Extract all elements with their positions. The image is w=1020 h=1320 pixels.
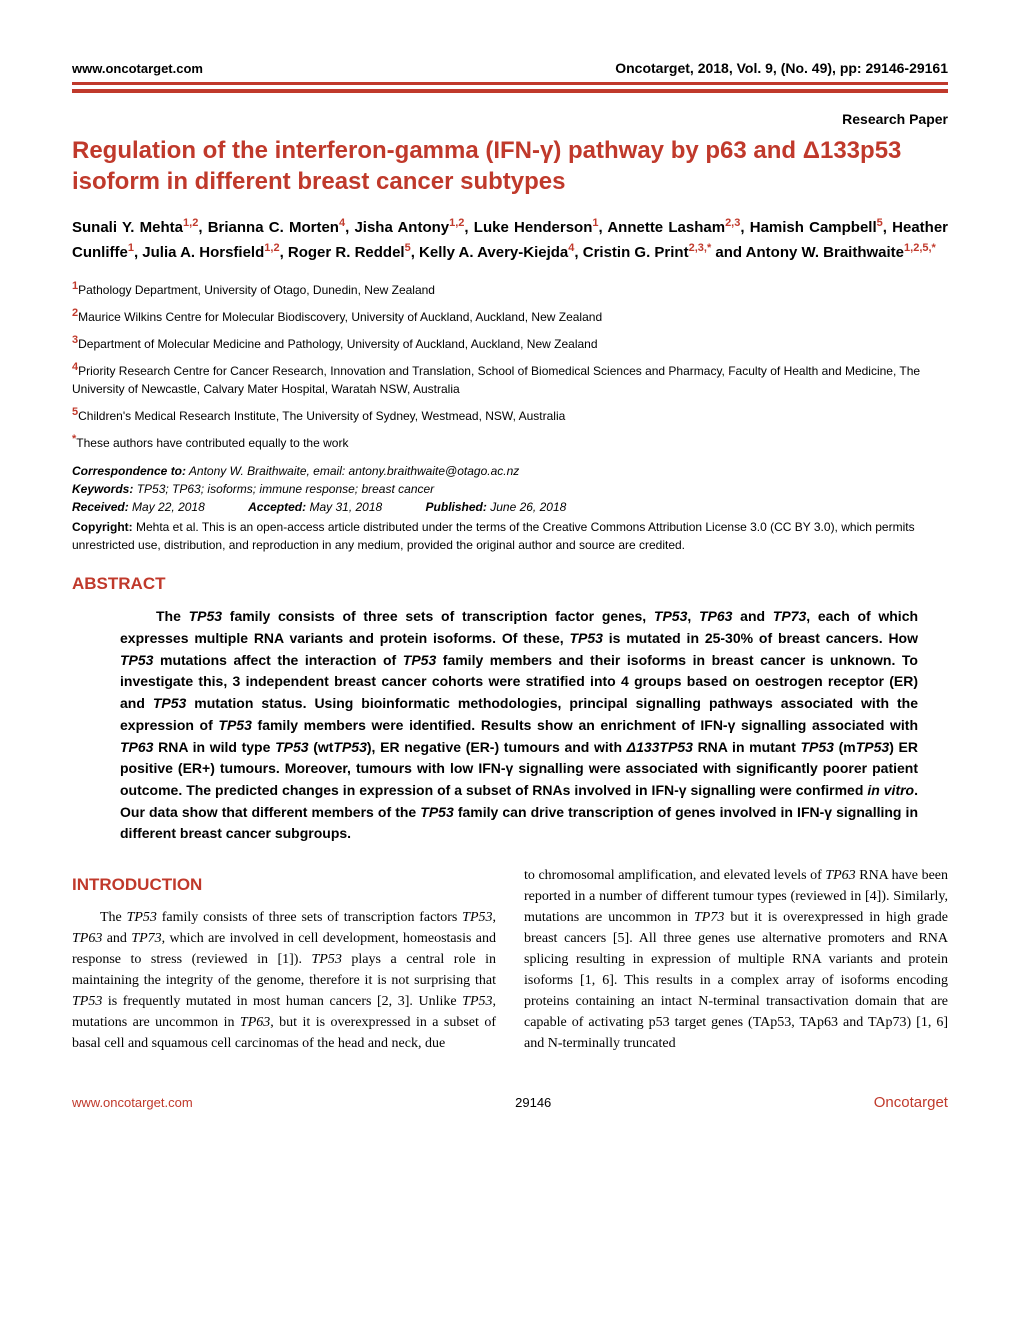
- paper-title: Regulation of the interferon-gamma (IFN-…: [72, 135, 948, 197]
- footer-page-number: 29146: [515, 1095, 551, 1110]
- intro-heading: INTRODUCTION: [72, 875, 496, 895]
- paper-type: Research Paper: [72, 111, 948, 127]
- affiliation: 1Pathology Department, University of Ota…: [72, 278, 948, 299]
- intro-col-right: to chromosomal amplification, and elevat…: [524, 865, 948, 1054]
- affiliation: 3Department of Molecular Medicine and Pa…: [72, 332, 948, 353]
- correspondence-line: Correspondence to: Antony W. Braithwaite…: [72, 464, 948, 478]
- accent-bar: [72, 89, 948, 93]
- intro-columns: INTRODUCTION The TP53 family consists of…: [72, 865, 948, 1054]
- page-container: www.oncotarget.com Oncotarget, 2018, Vol…: [0, 0, 1020, 1151]
- copyright-line: Copyright: Mehta et al. This is an open-…: [72, 518, 948, 554]
- intro-text-left: The TP53 family consists of three sets o…: [72, 907, 496, 1054]
- affiliation: *These authors have contributed equally …: [72, 431, 948, 452]
- abstract-heading: ABSTRACT: [72, 574, 948, 594]
- affiliation: 4Priority Research Centre for Cancer Res…: [72, 359, 948, 398]
- abstract-text: The TP53 family consists of three sets o…: [120, 606, 918, 845]
- footer-journal: Oncotarget: [874, 1094, 948, 1111]
- affiliation: 5Children's Medical Research Institute, …: [72, 404, 948, 425]
- affiliations-block: 1Pathology Department, University of Ota…: [72, 278, 948, 452]
- authors-list: Sunali Y. Mehta1,2, Brianna C. Morten4, …: [72, 215, 948, 264]
- footer-site: www.oncotarget.com: [72, 1095, 193, 1110]
- header-site: www.oncotarget.com: [72, 61, 203, 76]
- header-bar: www.oncotarget.com Oncotarget, 2018, Vol…: [72, 60, 948, 85]
- header-citation: Oncotarget, 2018, Vol. 9, (No. 49), pp: …: [615, 60, 948, 76]
- intro-col-left: INTRODUCTION The TP53 family consists of…: [72, 865, 496, 1054]
- keywords-line: Keywords: TP53; TP63; isoforms; immune r…: [72, 482, 948, 496]
- affiliation: 2Maurice Wilkins Centre for Molecular Bi…: [72, 305, 948, 326]
- intro-text-right: to chromosomal amplification, and elevat…: [524, 865, 948, 1054]
- dates-line: Received: May 22, 2018 Accepted: May 31,…: [72, 500, 948, 514]
- page-footer: www.oncotarget.com 29146 Oncotarget: [72, 1084, 948, 1111]
